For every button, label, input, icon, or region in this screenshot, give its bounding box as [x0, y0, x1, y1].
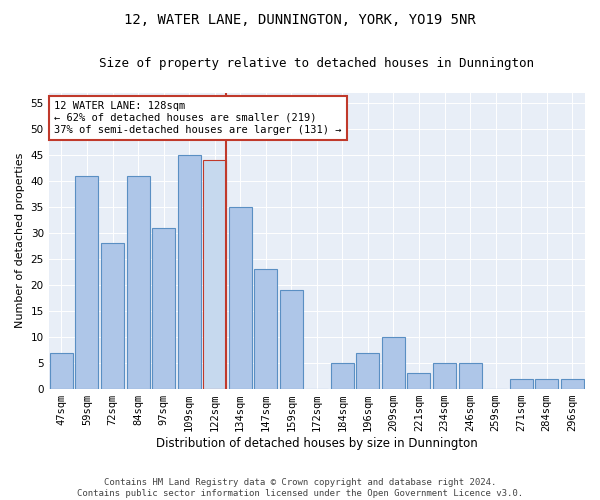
Bar	[101, 244, 124, 389]
Title: Size of property relative to detached houses in Dunnington: Size of property relative to detached ho…	[100, 58, 535, 70]
Text: 12, WATER LANE, DUNNINGTON, YORK, YO19 5NR: 12, WATER LANE, DUNNINGTON, YORK, YO19 5…	[124, 12, 476, 26]
Text: 12 WATER LANE: 128sqm
← 62% of detached houses are smaller (219)
37% of semi-det: 12 WATER LANE: 128sqm ← 62% of detached …	[54, 102, 341, 134]
Bar	[407, 374, 430, 389]
Bar	[382, 337, 405, 389]
Bar	[178, 155, 200, 389]
Bar	[203, 160, 226, 389]
Bar	[254, 270, 277, 389]
Bar	[280, 290, 303, 389]
X-axis label: Distribution of detached houses by size in Dunnington: Distribution of detached houses by size …	[156, 437, 478, 450]
Bar	[535, 378, 558, 389]
Bar	[509, 378, 533, 389]
Bar	[356, 352, 379, 389]
Y-axis label: Number of detached properties: Number of detached properties	[15, 153, 25, 328]
Bar	[331, 363, 354, 389]
Bar	[152, 228, 175, 389]
Bar	[50, 352, 73, 389]
Bar	[458, 363, 482, 389]
Bar	[229, 207, 252, 389]
Bar	[433, 363, 456, 389]
Bar	[561, 378, 584, 389]
Text: Contains HM Land Registry data © Crown copyright and database right 2024.
Contai: Contains HM Land Registry data © Crown c…	[77, 478, 523, 498]
Bar	[127, 176, 149, 389]
Bar	[76, 176, 98, 389]
